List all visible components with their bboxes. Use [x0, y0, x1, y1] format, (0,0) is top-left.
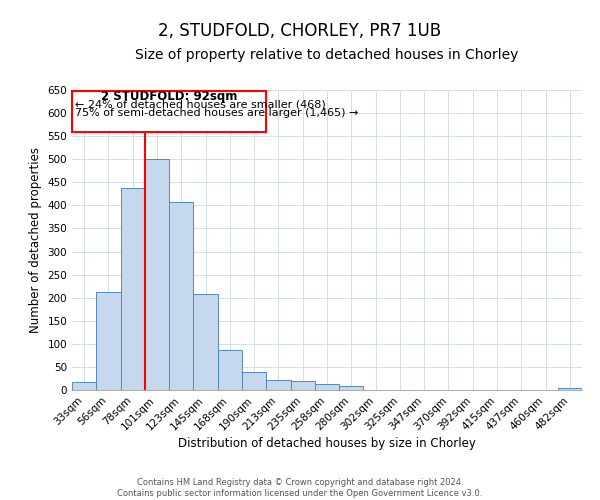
Text: 75% of semi-detached houses are larger (1,465) →: 75% of semi-detached houses are larger (… [75, 108, 358, 118]
Bar [558, 388, 582, 390]
Text: ← 24% of detached houses are smaller (468): ← 24% of detached houses are smaller (46… [75, 100, 326, 110]
Text: 2 STUDFOLD: 92sqm: 2 STUDFOLD: 92sqm [101, 90, 238, 103]
Bar [121, 188, 145, 390]
Bar [339, 386, 364, 390]
Bar [72, 382, 96, 390]
Bar [96, 292, 121, 390]
Y-axis label: Number of detached properties: Number of detached properties [29, 147, 42, 333]
Bar [169, 202, 193, 390]
Bar [218, 350, 242, 390]
Bar [193, 294, 218, 390]
Title: Size of property relative to detached houses in Chorley: Size of property relative to detached ho… [136, 48, 518, 62]
X-axis label: Distribution of detached houses by size in Chorley: Distribution of detached houses by size … [178, 438, 476, 450]
Bar [266, 380, 290, 390]
Bar [242, 372, 266, 390]
Text: Contains HM Land Registry data © Crown copyright and database right 2024.
Contai: Contains HM Land Registry data © Crown c… [118, 478, 482, 498]
Bar [145, 159, 169, 390]
Bar [290, 381, 315, 390]
Bar [315, 384, 339, 390]
Text: 2, STUDFOLD, CHORLEY, PR7 1UB: 2, STUDFOLD, CHORLEY, PR7 1UB [158, 22, 442, 40]
Bar [73, 91, 266, 132]
